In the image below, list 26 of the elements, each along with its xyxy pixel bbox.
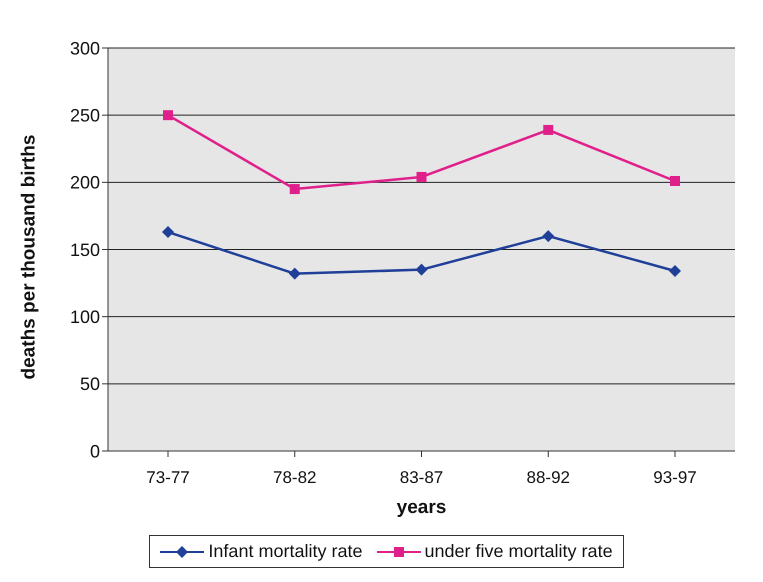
legend-label: under five mortality rate [424, 541, 613, 562]
y-tick-label: 150 [70, 240, 100, 260]
x-axis-title: years [396, 497, 446, 518]
y-tick-label: 0 [90, 441, 100, 462]
x-tick-label: 73-77 [146, 468, 190, 488]
x-tick-label: 83-87 [400, 468, 444, 488]
point [416, 264, 428, 276]
point [162, 226, 174, 238]
x-tick-label: 88-92 [526, 468, 570, 488]
point [290, 184, 300, 194]
x-tick-label: 93-97 [653, 468, 697, 488]
legend-label: Infant mortality rate [208, 541, 362, 562]
y-tick-label: 250 [70, 106, 100, 126]
point [543, 124, 554, 135]
y-tick-label: 300 [70, 38, 100, 58]
point [416, 172, 426, 182]
y-axis-title: deaths per thousand births [18, 134, 40, 380]
point [669, 264, 681, 277]
y-tick-label: 100 [70, 307, 100, 328]
y-tick-label: 50 [80, 374, 100, 394]
point [163, 110, 173, 120]
point [670, 176, 680, 186]
point [542, 230, 554, 242]
point [288, 268, 301, 280]
y-tick-label: 200 [70, 172, 100, 193]
x-tick-label: 78-82 [273, 468, 316, 488]
